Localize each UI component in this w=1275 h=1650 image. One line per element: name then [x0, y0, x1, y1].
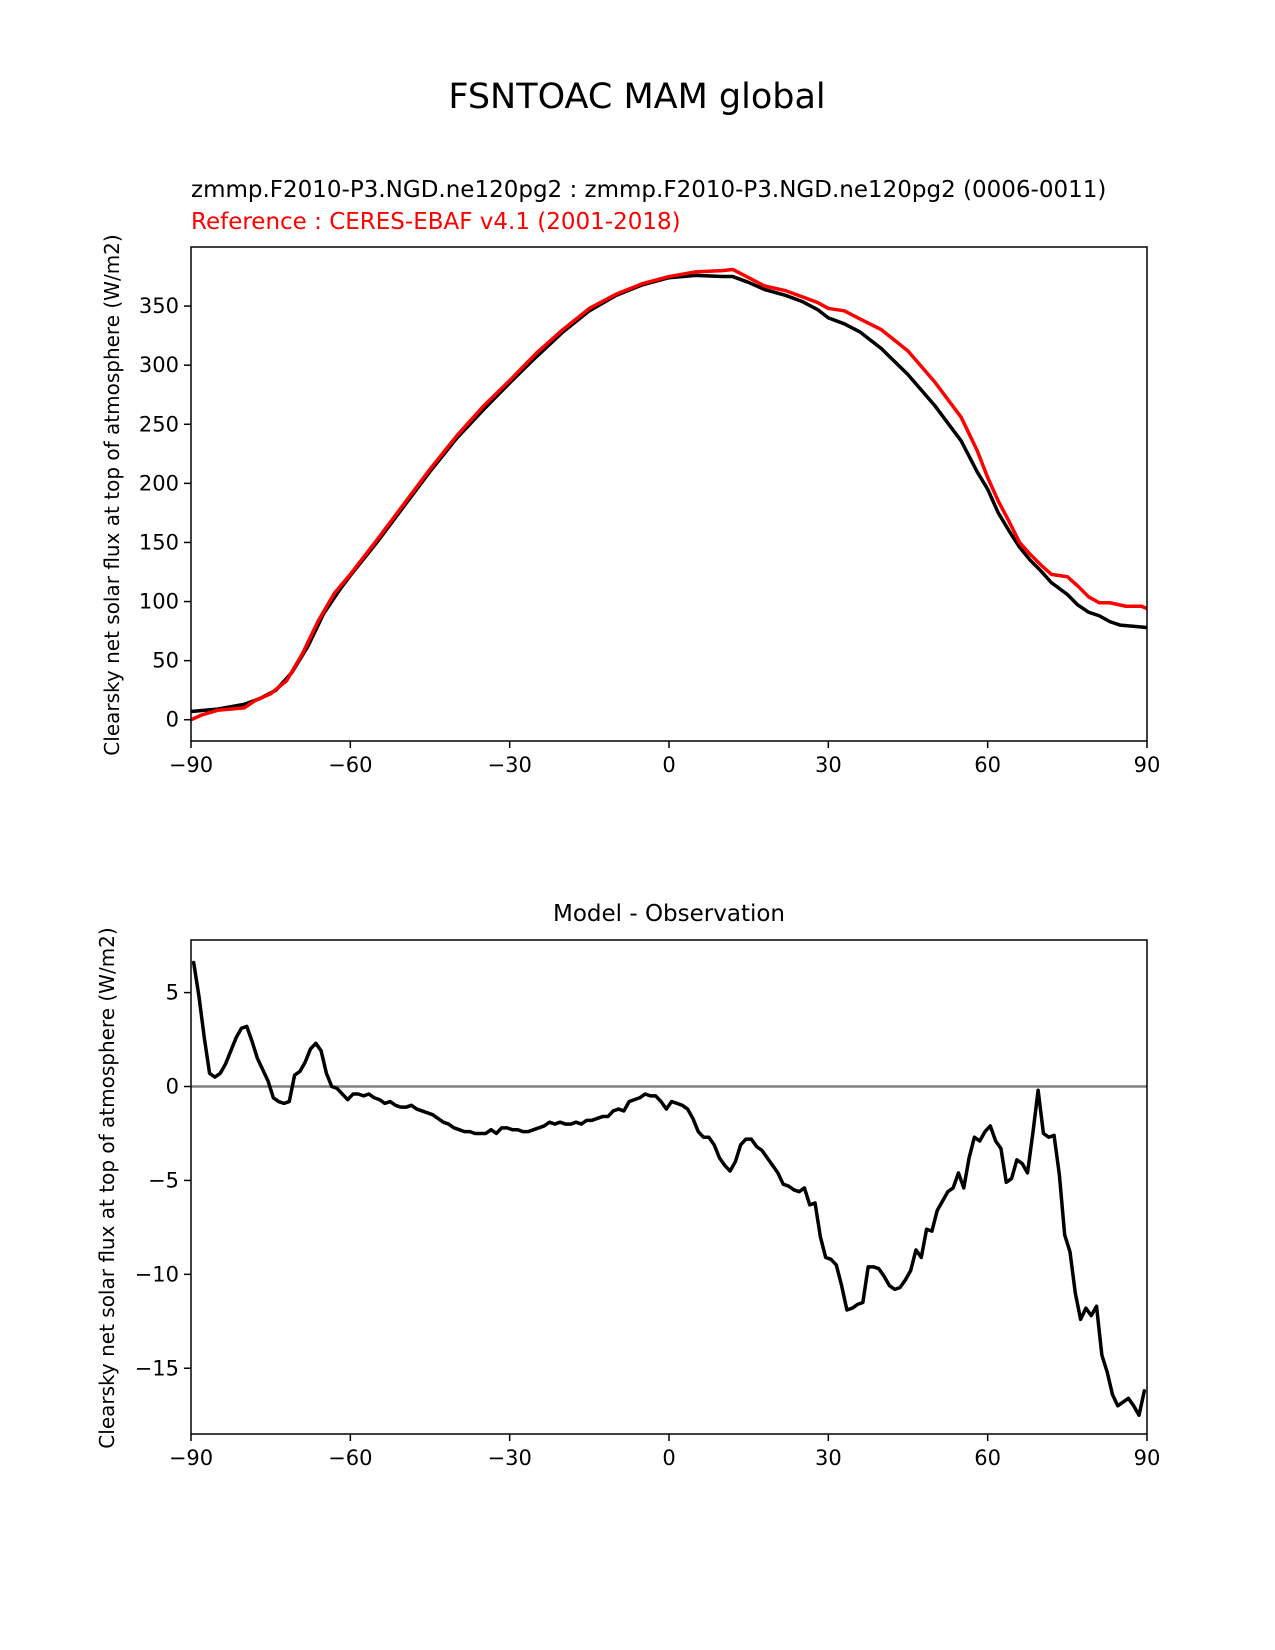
- top-xtick-label: 30: [815, 753, 842, 777]
- top-ytick-label: 100: [139, 590, 179, 614]
- top-xtick-label: 60: [974, 753, 1001, 777]
- bottom-panel-ylabel: Clearsky net solar flux at top of atmosp…: [95, 927, 119, 1448]
- bottom-ytick-label: −5: [148, 1168, 179, 1192]
- top-ytick-label: 350: [139, 294, 179, 318]
- bottom-xtick-label: −90: [169, 1446, 213, 1470]
- top-ytick-label: 50: [152, 649, 179, 673]
- top-xtick-label: −90: [169, 753, 213, 777]
- top-ytick-label: 250: [139, 412, 179, 436]
- top-panel: zmmp.F2010-P3.NGD.ne120pg2 : zmmp.F2010-…: [100, 177, 1160, 777]
- top-panel-title-test: zmmp.F2010-P3.NGD.ne120pg2 : zmmp.F2010-…: [191, 177, 1106, 203]
- top-ytick-label: 200: [139, 471, 179, 495]
- top-xtick-label: −30: [488, 753, 532, 777]
- top-xtick-label: −60: [328, 753, 372, 777]
- bottom-xtick-label: 0: [662, 1446, 675, 1470]
- top-ytick-label: 0: [166, 708, 179, 732]
- bottom-panel-title: Model - Observation: [553, 901, 785, 927]
- top-xtick-label: 90: [1134, 753, 1161, 777]
- bottom-ytick-label: 5: [166, 981, 179, 1005]
- top-xtick-label: 0: [662, 753, 675, 777]
- bottom-xtick-label: 60: [974, 1446, 1001, 1470]
- bottom-plot-area: −90 −60 −30 0 30 60 90 −15 −10 −5 0 5: [135, 939, 1161, 1470]
- top-plot-area: −90 −60 −30 0 30 60 90 0 50 100 150 200 250 300 350: [139, 246, 1161, 777]
- top-series-line-b: [191, 267, 1147, 722]
- figure-suptitle: FSNTOAC MAM global: [448, 77, 825, 117]
- top-ytick-label: 300: [139, 353, 179, 377]
- bottom-panel: Model - Observation Clearsky net solar f…: [95, 901, 1160, 1470]
- bottom-xtick-label: −30: [488, 1446, 532, 1470]
- top-ytick-label: 150: [139, 530, 179, 554]
- bottom-xtick-label: 90: [1134, 1446, 1161, 1470]
- top-panel-title-reference: Reference : CERES-EBAF v4.1 (2001-2018): [191, 209, 681, 235]
- bottom-ytick-label: 0: [166, 1075, 179, 1099]
- bottom-xtick-label: −60: [328, 1446, 372, 1470]
- bottom-xtick-label: 30: [815, 1446, 842, 1470]
- bottom-ytick-label: −15: [135, 1356, 179, 1380]
- top-panel-ylabel: Clearsky net solar flux at top of atmosp…: [100, 234, 124, 755]
- bottom-series-line-a: [191, 960, 1147, 1417]
- bottom-ytick-label: −10: [135, 1262, 179, 1286]
